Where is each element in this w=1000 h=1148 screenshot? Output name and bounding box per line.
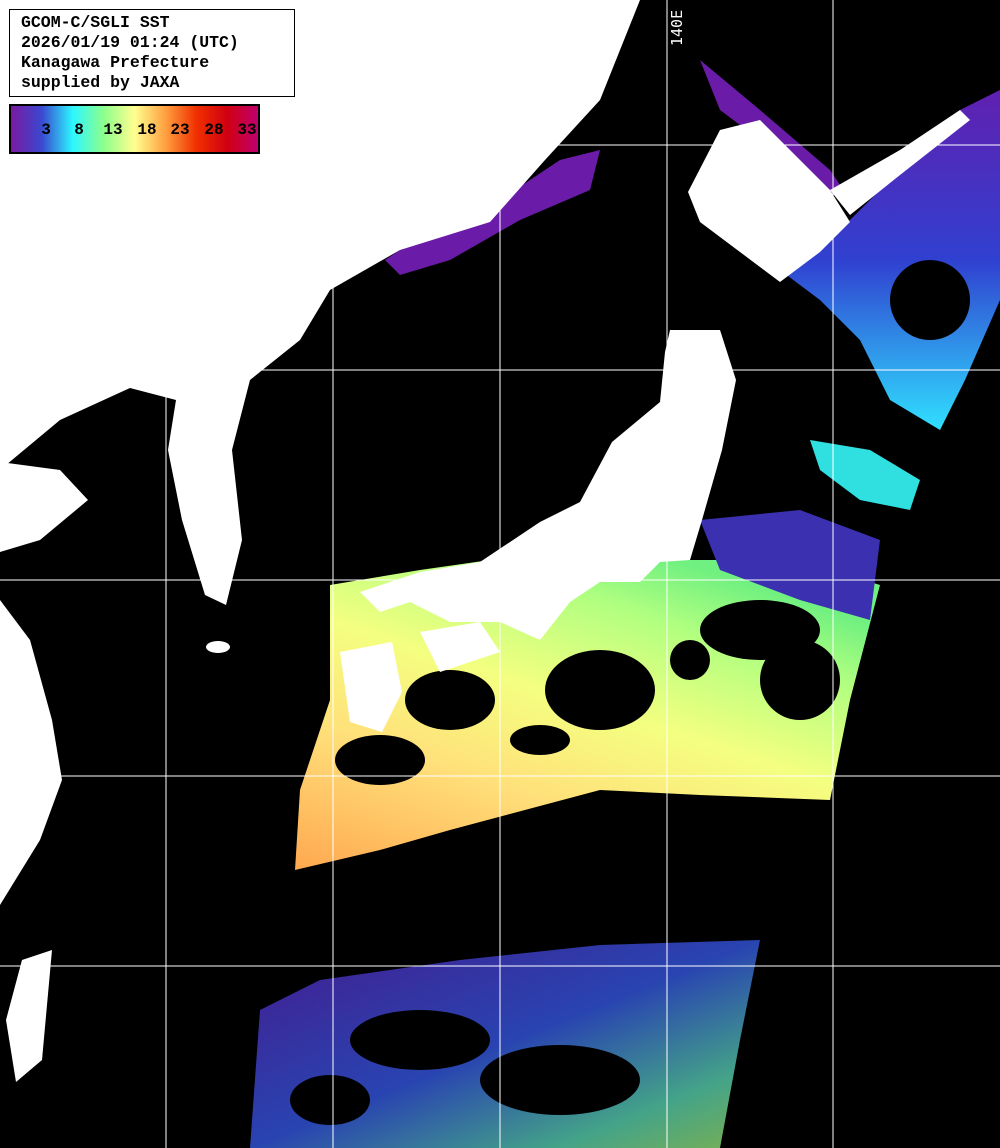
- lat-label-30n: 30N: [18, 757, 46, 775]
- honshu: [360, 330, 736, 640]
- jeju-island: [206, 641, 230, 653]
- sst-colorbar-legend: 3 8 13 18 23 28 33: [9, 104, 260, 154]
- shandong-peninsula: [0, 462, 88, 552]
- china-east-coast: [0, 600, 62, 905]
- pacific-east-region: [700, 510, 880, 620]
- colorbar-tick: 28: [204, 121, 224, 139]
- south-region: [250, 940, 760, 1148]
- sakhalin-island: [398, 128, 422, 168]
- colorbar-tick: 13: [103, 121, 123, 139]
- kyushu: [340, 642, 402, 732]
- hokkaido: [688, 110, 970, 282]
- colorbar-tick: 8: [74, 121, 84, 139]
- cyan-patch: [810, 440, 920, 510]
- title-line-datetime: 2026/01/19 01:24 (UTC): [21, 33, 239, 52]
- okhotsk-region: [700, 60, 850, 200]
- colorbar-tick: 3: [41, 121, 51, 139]
- lat-label-40n: 40N: [14, 351, 42, 369]
- clouds: [290, 260, 970, 1125]
- colorbar-tick: 18: [137, 121, 157, 139]
- northeast-cold-region: [780, 90, 1000, 430]
- taiwan: [6, 950, 52, 1082]
- colorbar-tick: 33: [237, 121, 257, 139]
- title-line-credit: supplied by JAXA: [21, 73, 180, 92]
- lon-label-140e: 140E: [668, 9, 686, 46]
- colorbar-tick: 23: [170, 121, 190, 139]
- title-line-region: Kanagawa Prefecture: [21, 53, 210, 72]
- title-line-product: GCOM-C/SGLI SST: [21, 13, 170, 32]
- title-box: GCOM-C/SGLI SST 2026/01/19 01:24 (UTC) K…: [9, 9, 295, 97]
- shikoku: [420, 622, 500, 672]
